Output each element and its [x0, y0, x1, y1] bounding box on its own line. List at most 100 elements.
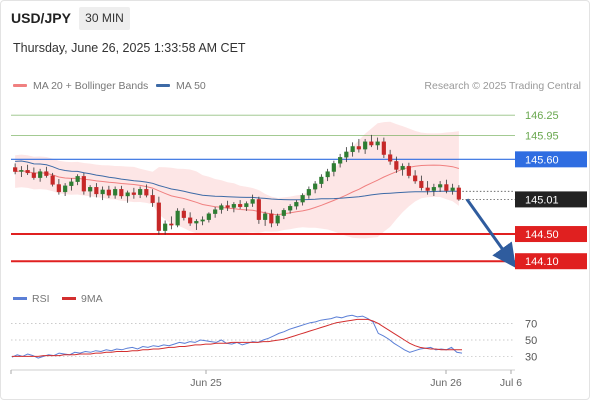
- rsi-tick-label: 70: [525, 319, 537, 331]
- candle: [175, 208, 180, 228]
- candle: [263, 211, 268, 226]
- candle: [188, 212, 193, 226]
- candle: [156, 196, 161, 235]
- timeframe-badge[interactable]: 30 MIN: [79, 7, 130, 30]
- candle: [306, 186, 311, 199]
- moving-averages: [15, 160, 515, 216]
- rsi-tick-label: 50: [525, 335, 537, 347]
- candle: [163, 220, 168, 235]
- candle: [375, 137, 380, 150]
- candle: [131, 187, 136, 199]
- ma20-label: MA 20 + Bollinger Bands: [33, 80, 149, 92]
- candles: [13, 134, 461, 235]
- candle: [338, 153, 343, 168]
- candle: [425, 181, 430, 195]
- level-box: [515, 151, 587, 168]
- legend-ma50: MA 50: [156, 80, 206, 92]
- candle: [206, 212, 211, 223]
- x-tick-label: Jul 6: [500, 377, 522, 389]
- candle: [381, 137, 386, 158]
- level-label-resistance: 145.95: [525, 131, 559, 143]
- candle: [200, 216, 205, 226]
- candle: [213, 206, 218, 218]
- forecast-arrow-line: [465, 198, 516, 268]
- candle: [138, 186, 143, 199]
- candle: [106, 185, 111, 199]
- symbol-title: USD/JPY: [11, 10, 71, 26]
- candle: [31, 167, 36, 180]
- candle: [75, 174, 80, 186]
- level-value: 144.10: [525, 256, 559, 268]
- candle: [225, 200, 230, 211]
- candle: [100, 186, 105, 201]
- bollinger-band: [15, 121, 459, 239]
- rsi-legend: RSI 9MA: [13, 293, 103, 305]
- candle: [400, 163, 405, 176]
- level-value: 144.50: [525, 229, 559, 241]
- candle: [369, 134, 374, 148]
- candle: [150, 189, 155, 207]
- level-label-last-price: 145.01: [515, 191, 587, 208]
- credit-text: Research © 2025 Trading Central: [424, 80, 581, 92]
- ma50-line: [15, 160, 459, 201]
- candle: [56, 179, 61, 195]
- candle: [331, 160, 336, 177]
- candle: [319, 174, 324, 188]
- candle: [444, 179, 449, 194]
- candle: [313, 181, 318, 194]
- candle: [438, 181, 443, 192]
- candle: [194, 219, 199, 230]
- candle: [94, 183, 99, 198]
- candle: [169, 216, 174, 230]
- candle: [113, 186, 118, 199]
- rsi-ma-label: 9MA: [81, 293, 103, 305]
- candle: [50, 172, 55, 187]
- level-label-support: 144.10: [515, 253, 587, 270]
- x-axis: Jun 25 Jun 26 Jul 6: [10, 370, 522, 389]
- candle: [350, 142, 355, 157]
- bollinger-area: [15, 121, 459, 239]
- x-tick-label: Jun 26: [430, 377, 462, 389]
- level-value: 145.95: [525, 131, 559, 143]
- level-value: 145.60: [525, 154, 559, 166]
- rsi-panel: 70 50 30: [11, 314, 537, 363]
- rsi-swatch-icon: [13, 297, 27, 300]
- x-tick-label: Jun 25: [190, 377, 222, 389]
- candle: [281, 208, 286, 220]
- rsi-label: RSI: [32, 293, 50, 305]
- candle: [256, 196, 261, 224]
- candle: [181, 208, 186, 221]
- candle: [144, 184, 149, 198]
- level-lines: [11, 114, 515, 263]
- candle: [63, 183, 68, 197]
- candle: [419, 175, 424, 191]
- candle: [450, 183, 455, 195]
- candle: [231, 202, 236, 213]
- candle: [325, 168, 330, 182]
- candle: [69, 178, 74, 191]
- level-label-support: 144.50: [515, 226, 587, 243]
- rsi-ma-swatch-icon: [62, 297, 76, 300]
- rsi-ma-line: [12, 318, 462, 357]
- level-label-resistance: 146.25: [525, 110, 559, 122]
- candle: [269, 209, 274, 228]
- candle: [394, 156, 399, 173]
- candle: [363, 138, 368, 154]
- ma50-swatch-icon: [156, 83, 170, 87]
- candle: [294, 200, 299, 210]
- candle: [456, 185, 461, 201]
- candle: [244, 201, 249, 211]
- ma20-swatch-icon: [13, 83, 27, 87]
- timestamp: Thursday, June 26, 2025 1:33:58 AM CET: [13, 41, 246, 55]
- candle: [300, 193, 305, 206]
- legend-ma20: MA 20 + Bollinger Bands: [13, 80, 148, 92]
- candle: [356, 138, 361, 153]
- candle: [44, 166, 49, 178]
- candle: [238, 200, 243, 209]
- candle: [275, 213, 280, 226]
- candle: [413, 170, 418, 184]
- rsi-line: [11, 314, 463, 359]
- candle: [38, 168, 43, 182]
- candle: [88, 185, 93, 198]
